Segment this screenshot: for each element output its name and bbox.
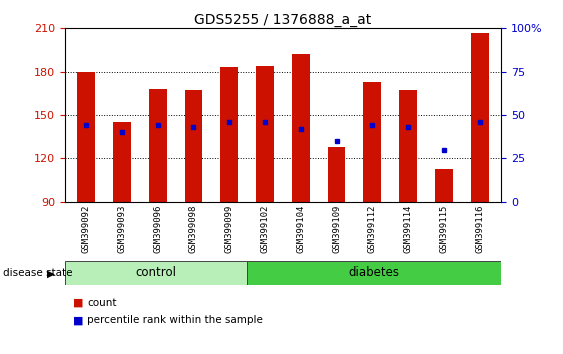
Bar — [220, 67, 238, 202]
Text: ■: ■ — [73, 315, 84, 325]
Text: GSM399104: GSM399104 — [296, 205, 305, 253]
Bar — [149, 89, 167, 202]
Text: diabetes: diabetes — [348, 267, 399, 279]
Text: GSM399092: GSM399092 — [82, 205, 91, 253]
Title: GDS5255 / 1376888_a_at: GDS5255 / 1376888_a_at — [194, 13, 372, 27]
Text: GSM399114: GSM399114 — [404, 205, 413, 253]
Bar — [435, 169, 453, 202]
Bar — [256, 66, 274, 202]
Text: GSM399115: GSM399115 — [439, 205, 448, 253]
Text: disease state: disease state — [3, 268, 72, 278]
Bar — [77, 72, 95, 202]
Bar — [363, 82, 381, 202]
Bar — [247, 261, 501, 285]
Text: GSM399099: GSM399099 — [225, 205, 234, 253]
Bar — [292, 55, 310, 202]
Text: GSM399109: GSM399109 — [332, 205, 341, 253]
Text: control: control — [135, 267, 176, 279]
Text: count: count — [87, 298, 117, 308]
Text: percentile rank within the sample: percentile rank within the sample — [87, 315, 263, 325]
Text: ▶: ▶ — [47, 268, 55, 278]
Bar — [471, 33, 489, 202]
Text: GSM399093: GSM399093 — [118, 205, 127, 253]
Bar — [185, 91, 203, 202]
Bar — [113, 122, 131, 202]
Text: GSM399112: GSM399112 — [368, 205, 377, 253]
Text: GSM399102: GSM399102 — [261, 205, 270, 253]
Text: GSM399096: GSM399096 — [153, 205, 162, 253]
Bar — [65, 261, 247, 285]
Bar — [328, 147, 346, 202]
Text: ■: ■ — [73, 298, 84, 308]
Bar — [399, 91, 417, 202]
Text: GSM399116: GSM399116 — [475, 205, 484, 253]
Text: GSM399098: GSM399098 — [189, 205, 198, 253]
